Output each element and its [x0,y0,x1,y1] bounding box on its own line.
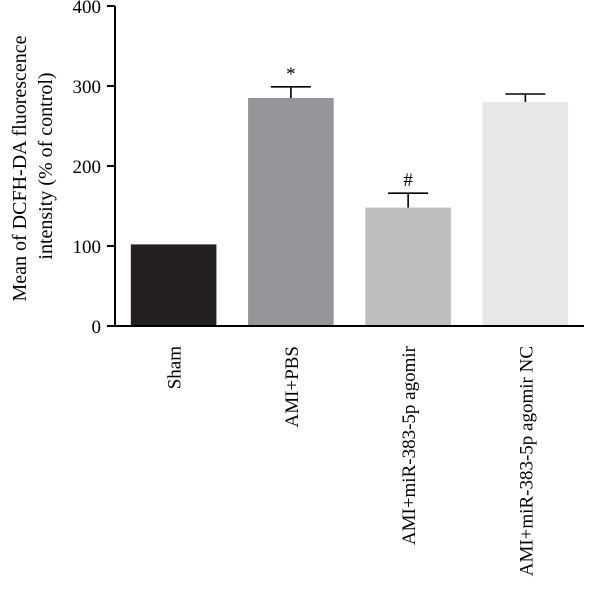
bars [130,98,569,326]
y-axis-ticks: 0 100 200 300 400 [73,0,115,338]
y-axis-label: Mean of DCFH-DA fluorescence intensity (… [9,30,57,301]
category-labels: Sham AMI+PBS AMI+miR-383-5p agomir AMI+miR-… [165,345,538,576]
bar-3 [482,102,569,326]
bar-0 [130,244,217,326]
annotation-2: # [403,170,413,191]
significance-annotations: *# [286,64,413,191]
y-axis-label-line2: intensity (% of control) [35,72,57,259]
bar-2 [365,207,451,326]
annotation-1: * [286,64,296,85]
category-label-2: AMI+miR-383-5p agomir [399,345,420,545]
error-bar-2 [388,192,429,208]
y-tick-label-2: 200 [73,157,102,178]
y-tick-label-1: 100 [73,237,102,258]
y-tick-label-0: 0 [92,317,102,338]
y-tick-label-4: 400 [73,0,102,18]
category-label-1: AMI+PBS [282,346,303,427]
category-label-3: AMI+miR-383-5p agomir NC [516,346,537,576]
y-tick-label-3: 300 [73,77,102,98]
error-bar-3 [505,93,546,102]
y-axis-label-line1: Mean of DCFH-DA fluorescence [9,35,31,301]
error-bars [270,86,546,208]
error-bar-1 [270,86,311,98]
bar-1 [248,98,334,326]
category-label-0: Sham [165,346,186,390]
